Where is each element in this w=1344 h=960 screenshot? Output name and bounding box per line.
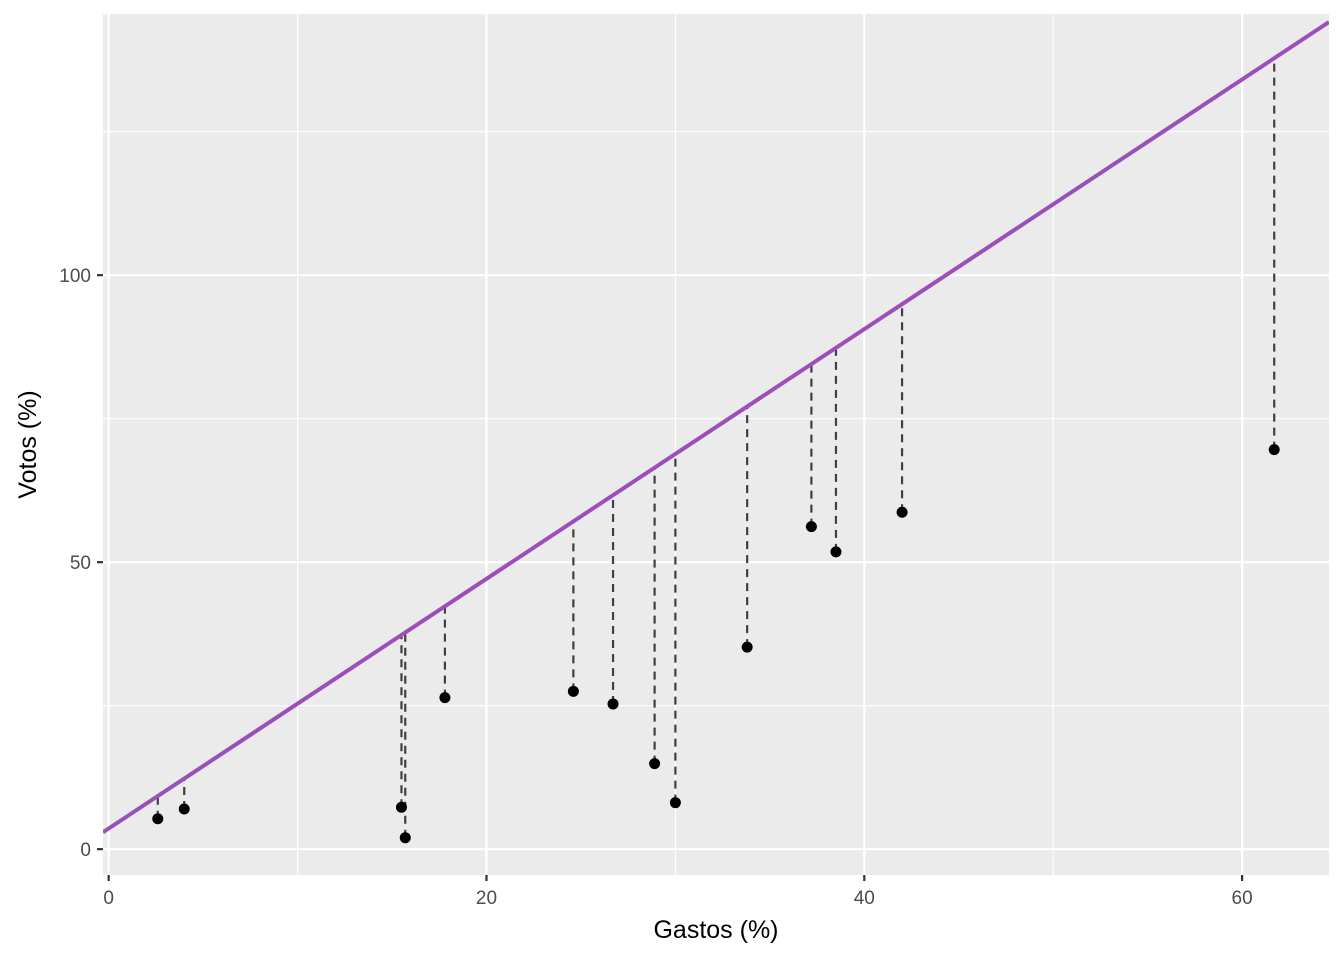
data-point: [741, 641, 753, 653]
x-tick-label: 20: [476, 888, 497, 909]
data-point: [649, 758, 661, 770]
y-tick-label: 50: [70, 553, 91, 574]
data-point: [439, 692, 451, 704]
data-point: [178, 803, 190, 815]
x-tick-label: 0: [103, 888, 114, 909]
y-tick-label: 0: [80, 840, 91, 861]
y-tick-label: 100: [59, 266, 91, 287]
data-point: [830, 546, 842, 558]
x-axis-title: Gastos (%): [653, 916, 778, 944]
data-point: [1268, 444, 1280, 456]
y-axis: 0 50 100: [59, 266, 103, 861]
major-gridlines: [103, 14, 1329, 875]
data-point: [152, 813, 164, 825]
x-tick-label: 40: [854, 888, 875, 909]
data-point: [395, 801, 407, 813]
data-point: [567, 685, 579, 697]
x-axis: 0 20 40 60: [103, 875, 1253, 909]
data-point: [607, 698, 619, 710]
x-tick-label: 60: [1232, 888, 1253, 909]
fit-line-group: [103, 20, 1329, 834]
fit-line: [103, 20, 1329, 834]
data-point: [805, 521, 817, 533]
y-axis-title: Votos (%): [14, 390, 42, 498]
data-point: [896, 506, 908, 518]
minor-gridlines: [103, 14, 1329, 875]
data-point: [669, 797, 681, 809]
data-points: [152, 444, 1280, 844]
data-point: [399, 832, 411, 844]
residual-segments: [156, 58, 1276, 838]
